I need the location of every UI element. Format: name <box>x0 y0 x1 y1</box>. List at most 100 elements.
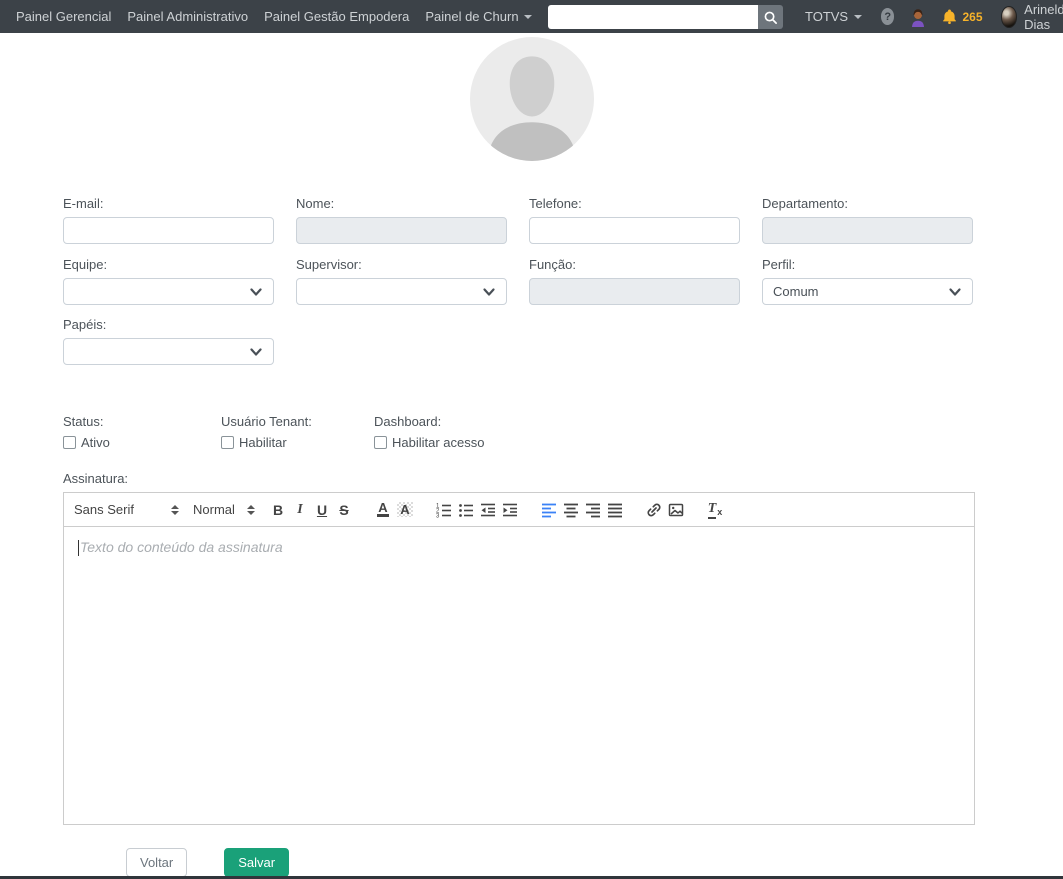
nav-item-painel-gerencial[interactable]: Painel Gerencial <box>16 9 112 24</box>
underline-button[interactable]: U <box>311 499 333 521</box>
top-navbar: Painel Gerencial Painel Administrativo P… <box>0 0 1063 33</box>
svg-text:1: 1 <box>436 503 440 509</box>
align-center-button[interactable] <box>560 499 582 521</box>
italic-button[interactable]: I <box>289 499 311 521</box>
insert-link-button[interactable] <box>643 499 665 521</box>
perfil-select[interactable]: Comum <box>762 278 973 305</box>
bold-button[interactable]: B <box>267 499 289 521</box>
habilitar-acesso-checkbox-label: Habilitar acesso <box>392 435 485 450</box>
field-departamento: Departamento: <box>762 196 973 244</box>
tenant-habilitar-checkbox[interactable] <box>221 436 234 449</box>
user-directory-button[interactable] <box>909 7 927 27</box>
footer-edge-bar <box>0 876 1063 879</box>
field-equipe: Equipe: <box>63 257 274 305</box>
outdent-button[interactable] <box>477 499 499 521</box>
bell-icon <box>941 8 958 25</box>
align-left-button[interactable] <box>538 499 560 521</box>
notifications-button[interactable]: 265 <box>941 8 983 25</box>
user-menu[interactable]: Arinelda Dias <box>1000 1 1063 32</box>
tenant-habilitar-checkbox-label: Habilitar <box>239 435 287 450</box>
picker-arrows-icon <box>171 504 179 515</box>
telefone-input[interactable] <box>529 217 740 244</box>
status-ativo-option: Ativo <box>63 435 221 450</box>
link-icon <box>647 503 661 516</box>
assinatura-label: Assinatura: <box>63 471 129 486</box>
align-center-icon <box>564 503 578 517</box>
bullet-list-icon <box>459 503 473 517</box>
totvs-menu[interactable]: TOTVS <box>795 9 872 24</box>
save-button[interactable]: Salvar <box>224 848 290 877</box>
editor-placeholder: Texto do conteúdo da assinatura <box>80 539 283 555</box>
strikethrough-button[interactable]: S <box>333 499 355 521</box>
search-button[interactable] <box>758 5 783 29</box>
chevron-down-icon <box>249 285 263 299</box>
text-cursor <box>78 539 79 556</box>
dashboard-acesso-option: Habilitar acesso <box>374 435 485 450</box>
perfil-select-value: Comum <box>773 284 819 299</box>
help-button[interactable]: ? <box>881 8 895 25</box>
field-usuario-tenant: Usuário Tenant: Habilitar <box>221 414 374 450</box>
signature-editor: Sans Serif Normal B I U S A <box>63 492 975 825</box>
field-email: E-mail: <box>63 196 274 244</box>
align-left-icon <box>542 503 556 517</box>
ativo-checkbox[interactable] <box>63 436 76 449</box>
papeis-label: Papéis: <box>63 317 107 332</box>
field-perfil: Perfil: Comum <box>762 257 973 305</box>
equipe-select[interactable] <box>63 278 274 305</box>
nav-item-painel-administrativo[interactable]: Painel Administrativo <box>127 9 249 24</box>
perfil-label: Perfil: <box>762 257 796 272</box>
departamento-input <box>762 217 973 244</box>
navbar-search <box>548 5 783 29</box>
caret-down-icon <box>854 14 863 19</box>
nome-label: Nome: <box>296 196 335 211</box>
signature-editor-body[interactable]: Texto do conteúdo da assinatura <box>64 527 974 824</box>
supervisor-select[interactable] <box>296 278 507 305</box>
equipe-label: Equipe: <box>63 257 108 272</box>
question-mark-icon: ? <box>884 10 892 23</box>
indent-icon <box>503 503 517 516</box>
caret-down-icon <box>523 14 532 19</box>
insert-image-button[interactable] <box>665 499 687 521</box>
paragraph-style-picker[interactable]: Normal <box>193 502 255 517</box>
field-telefone: Telefone: <box>529 196 740 244</box>
user-profile-form: E-mail: Nome: Telefone: Departamento: Eq… <box>63 196 975 877</box>
chevron-down-icon <box>249 345 263 359</box>
paragraph-style-value: Normal <box>193 502 235 517</box>
habilitar-acesso-checkbox[interactable] <box>374 436 387 449</box>
search-input[interactable] <box>548 5 758 29</box>
avatar-silhouette-icon <box>469 37 594 161</box>
align-justify-button[interactable] <box>604 499 626 521</box>
papeis-select[interactable] <box>63 338 274 365</box>
chevron-down-icon <box>482 285 496 299</box>
indent-button[interactable] <box>499 499 521 521</box>
status-label: Status: <box>63 414 104 429</box>
background-color-button[interactable]: A <box>394 499 416 521</box>
svg-text:2: 2 <box>436 508 440 514</box>
nav-item-painel-de-churn[interactable]: Painel de Churn <box>417 0 539 33</box>
telefone-label: Telefone: <box>529 196 582 211</box>
outdent-icon <box>481 503 495 516</box>
navbar-right-group: TOTVS ? 265 <box>795 0 1063 33</box>
email-input[interactable] <box>63 217 274 244</box>
funcao-input <box>529 278 740 305</box>
form-actions: Voltar Salvar <box>126 848 975 877</box>
align-right-button[interactable] <box>582 499 604 521</box>
back-button[interactable]: Voltar <box>126 848 188 877</box>
svg-text:3: 3 <box>436 513 440 519</box>
user-name: Arinelda Dias <box>1024 1 1063 32</box>
text-color-icon: A <box>377 500 389 517</box>
image-icon <box>668 503 684 516</box>
supervisor-label: Supervisor: <box>296 257 362 272</box>
ordered-list-button[interactable]: 1 2 3 <box>433 499 455 521</box>
align-right-icon <box>586 503 600 517</box>
text-color-button[interactable]: A <box>372 499 394 521</box>
funcao-label: Função: <box>529 257 576 272</box>
align-justify-icon <box>608 503 622 517</box>
profile-photo-placeholder[interactable] <box>469 37 594 161</box>
font-family-value: Sans Serif <box>74 502 134 517</box>
bullet-list-button[interactable] <box>455 499 477 521</box>
font-family-picker[interactable]: Sans Serif <box>74 502 179 517</box>
nav-item-painel-gestao-empodera[interactable]: Painel Gestão Empodera <box>264 9 410 24</box>
